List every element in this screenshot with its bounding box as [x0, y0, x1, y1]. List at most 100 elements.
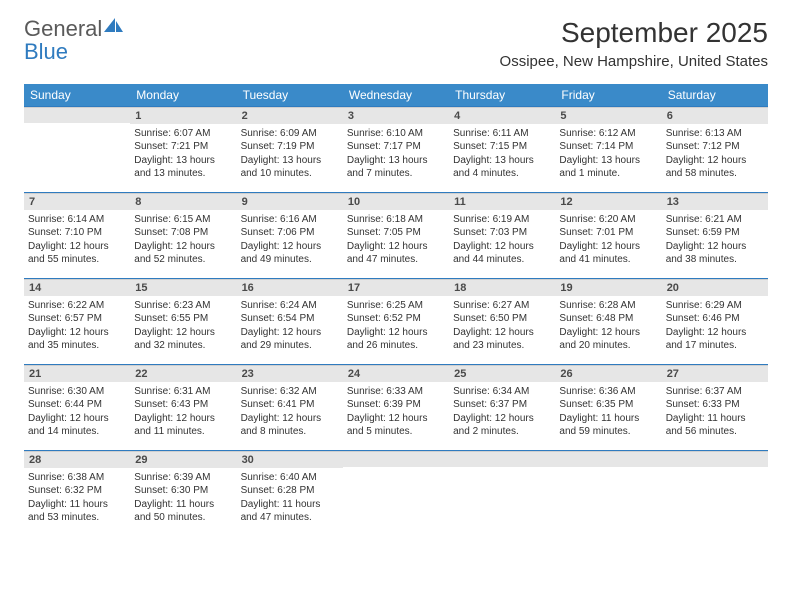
weekday-header: Saturday — [662, 84, 768, 107]
sunset-text: Sunset: 7:06 PM — [241, 226, 339, 240]
daylight-text: Daylight: 13 hours and 1 minute. — [559, 154, 657, 181]
calendar-day-cell: 12Sunrise: 6:20 AMSunset: 7:01 PMDayligh… — [555, 192, 661, 278]
day-details: Sunrise: 6:12 AMSunset: 7:14 PMDaylight:… — [559, 127, 657, 181]
daylight-text: Daylight: 13 hours and 7 minutes. — [347, 154, 445, 181]
daylight-text: Daylight: 12 hours and 11 minutes. — [134, 412, 232, 439]
calendar-day-cell: 6Sunrise: 6:13 AMSunset: 7:12 PMDaylight… — [662, 106, 768, 192]
sunrise-text: Sunrise: 6:09 AM — [241, 127, 339, 141]
day-details: Sunrise: 6:27 AMSunset: 6:50 PMDaylight:… — [453, 299, 551, 353]
day-details: Sunrise: 6:34 AMSunset: 6:37 PMDaylight:… — [453, 385, 551, 439]
day-number: 9 — [237, 193, 343, 210]
calendar-day-cell: 10 Sunrise: 6:18 AMSunset: 7:05 PMDayligh… — [343, 192, 449, 278]
day-details: Sunrise: 6:38 AMSunset: 6:32 PMDaylight:… — [28, 471, 126, 525]
calendar-day-cell: 24Sunrise: 6:33 AMSunset: 6:39 PMDayligh… — [343, 364, 449, 450]
calendar-day-cell: 18Sunrise: 6:27 AMSunset: 6:50 PMDayligh… — [449, 278, 555, 364]
day-number: 15 — [130, 279, 236, 296]
day-number: 2 — [237, 107, 343, 124]
calendar-day-cell: 21Sunrise: 6:30 AMSunset: 6:44 PMDayligh… — [24, 364, 130, 450]
sunrise-text: Sunrise: 6:19 AM — [453, 213, 551, 227]
day-number: 6 — [662, 107, 768, 124]
day-details: Sunrise: 6:25 AMSunset: 6:52 PMDaylight:… — [347, 299, 445, 353]
daylight-text: Daylight: 13 hours and 13 minutes. — [134, 154, 232, 181]
day-number: 4 — [449, 107, 555, 124]
daylight-text: Daylight: 12 hours and 41 minutes. — [559, 240, 657, 267]
sunset-text: Sunset: 6:55 PM — [134, 312, 232, 326]
calendar-day-cell: 9 Sunrise: 6:16 AMSunset: 7:06 PMDaylight… — [237, 192, 343, 278]
day-number: 17 — [343, 279, 449, 296]
day-number: 30 — [237, 451, 343, 468]
day-number: 28 — [24, 451, 130, 468]
sunrise-text: Sunrise: 6:23 AM — [134, 299, 232, 313]
sunrise-text: Sunrise: 6:16 AM — [241, 213, 339, 227]
sunset-text: Sunset: 7:21 PM — [134, 140, 232, 154]
daylight-text: Daylight: 12 hours and 32 minutes. — [134, 326, 232, 353]
day-details: Sunrise: 6:28 AMSunset: 6:48 PMDaylight:… — [559, 299, 657, 353]
day-number — [343, 451, 449, 467]
daylight-text: Daylight: 12 hours and 52 minutes. — [134, 240, 232, 267]
day-number: 20 — [662, 279, 768, 296]
sunset-text: Sunset: 7:05 PM — [347, 226, 445, 240]
sunset-text: Sunset: 7:17 PM — [347, 140, 445, 154]
day-number: 23 — [237, 365, 343, 382]
sunrise-text: Sunrise: 6:33 AM — [347, 385, 445, 399]
day-number: 13 — [662, 193, 768, 210]
sunset-text: Sunset: 7:01 PM — [559, 226, 657, 240]
sunset-text: Sunset: 6:59 PM — [666, 226, 764, 240]
sunrise-text: Sunrise: 6:36 AM — [559, 385, 657, 399]
sunrise-text: Sunrise: 6:18 AM — [347, 213, 445, 227]
daylight-text: Daylight: 12 hours and 44 minutes. — [453, 240, 551, 267]
day-number — [662, 451, 768, 467]
day-details: Sunrise: 6:31 AMSunset: 6:43 PMDaylight:… — [134, 385, 232, 439]
sunset-text: Sunset: 7:03 PM — [453, 226, 551, 240]
daylight-text: Daylight: 11 hours and 50 minutes. — [134, 498, 232, 525]
day-details: Sunrise: 6:23 AMSunset: 6:55 PMDaylight:… — [134, 299, 232, 353]
sunset-text: Sunset: 6:50 PM — [453, 312, 551, 326]
title-block: September 2025 Ossipee, New Hampshire, U… — [500, 18, 768, 70]
calendar-day-cell: 7Sunrise: 6:14 AMSunset: 7:10 PMDaylight… — [24, 192, 130, 278]
day-number: 11 — [449, 193, 555, 210]
daylight-text: Daylight: 12 hours and 47 minutes. — [347, 240, 445, 267]
sunrise-text: Sunrise: 6:30 AM — [28, 385, 126, 399]
calendar-day-cell — [662, 450, 768, 536]
daylight-text: Daylight: 12 hours and 29 minutes. — [241, 326, 339, 353]
sunset-text: Sunset: 6:32 PM — [28, 484, 126, 498]
weekday-header: Friday — [555, 84, 661, 107]
sunrise-text: Sunrise: 6:38 AM — [28, 471, 126, 485]
sunset-text: Sunset: 6:37 PM — [453, 398, 551, 412]
calendar-day-cell: 28 Sunrise: 6:38 AMSunset: 6:32 PMDayligh… — [24, 450, 130, 536]
calendar-day-cell: 29Sunrise: 6:39 AMSunset: 6:30 PMDayligh… — [130, 450, 236, 536]
sunrise-text: Sunrise: 6:15 AM — [134, 213, 232, 227]
daylight-text: Daylight: 12 hours and 49 minutes. — [241, 240, 339, 267]
day-number: 10 — [343, 193, 449, 210]
sunrise-text: Sunrise: 6:11 AM — [453, 127, 551, 141]
daylight-text: Daylight: 12 hours and 20 minutes. — [559, 326, 657, 353]
day-number: 26 — [555, 365, 661, 382]
day-details: Sunrise: 6:29 AMSunset: 6:46 PMDaylight:… — [666, 299, 764, 353]
day-details: Sunrise: 6:37 AMSunset: 6:33 PMDaylight:… — [666, 385, 764, 439]
weekday-header: Tuesday — [237, 84, 343, 107]
day-details: Sunrise: 6:20 AMSunset: 7:01 PMDaylight:… — [559, 213, 657, 267]
sunset-text: Sunset: 7:08 PM — [134, 226, 232, 240]
calendar-day-cell: 5Sunrise: 6:12 AMSunset: 7:14 PMDaylight… — [555, 106, 661, 192]
sunrise-text: Sunrise: 6:39 AM — [134, 471, 232, 485]
sunrise-text: Sunrise: 6:20 AM — [559, 213, 657, 227]
day-number: 24 — [343, 365, 449, 382]
daylight-text: Daylight: 11 hours and 47 minutes. — [241, 498, 339, 525]
day-number — [449, 451, 555, 467]
sunset-text: Sunset: 6:54 PM — [241, 312, 339, 326]
daylight-text: Daylight: 12 hours and 58 minutes. — [666, 154, 764, 181]
calendar-table: SundayMondayTuesdayWednesdayThursdayFrid… — [24, 84, 768, 537]
calendar-day-cell: 25Sunrise: 6:34 AMSunset: 6:37 PMDayligh… — [449, 364, 555, 450]
sunrise-text: Sunrise: 6:22 AM — [28, 299, 126, 313]
sunset-text: Sunset: 6:28 PM — [241, 484, 339, 498]
day-details: Sunrise: 6:10 AMSunset: 7:17 PMDaylight:… — [347, 127, 445, 181]
weekday-header: Thursday — [449, 84, 555, 107]
sunset-text: Sunset: 6:57 PM — [28, 312, 126, 326]
calendar-day-cell: 16Sunrise: 6:24 AMSunset: 6:54 PMDayligh… — [237, 278, 343, 364]
sunset-text: Sunset: 6:41 PM — [241, 398, 339, 412]
calendar-day-cell: 13Sunrise: 6:21 AMSunset: 6:59 PMDayligh… — [662, 192, 768, 278]
daylight-text: Daylight: 12 hours and 35 minutes. — [28, 326, 126, 353]
weekday-header: Sunday — [24, 84, 130, 107]
weekday-header: Monday — [130, 84, 236, 107]
day-number: 27 — [662, 365, 768, 382]
